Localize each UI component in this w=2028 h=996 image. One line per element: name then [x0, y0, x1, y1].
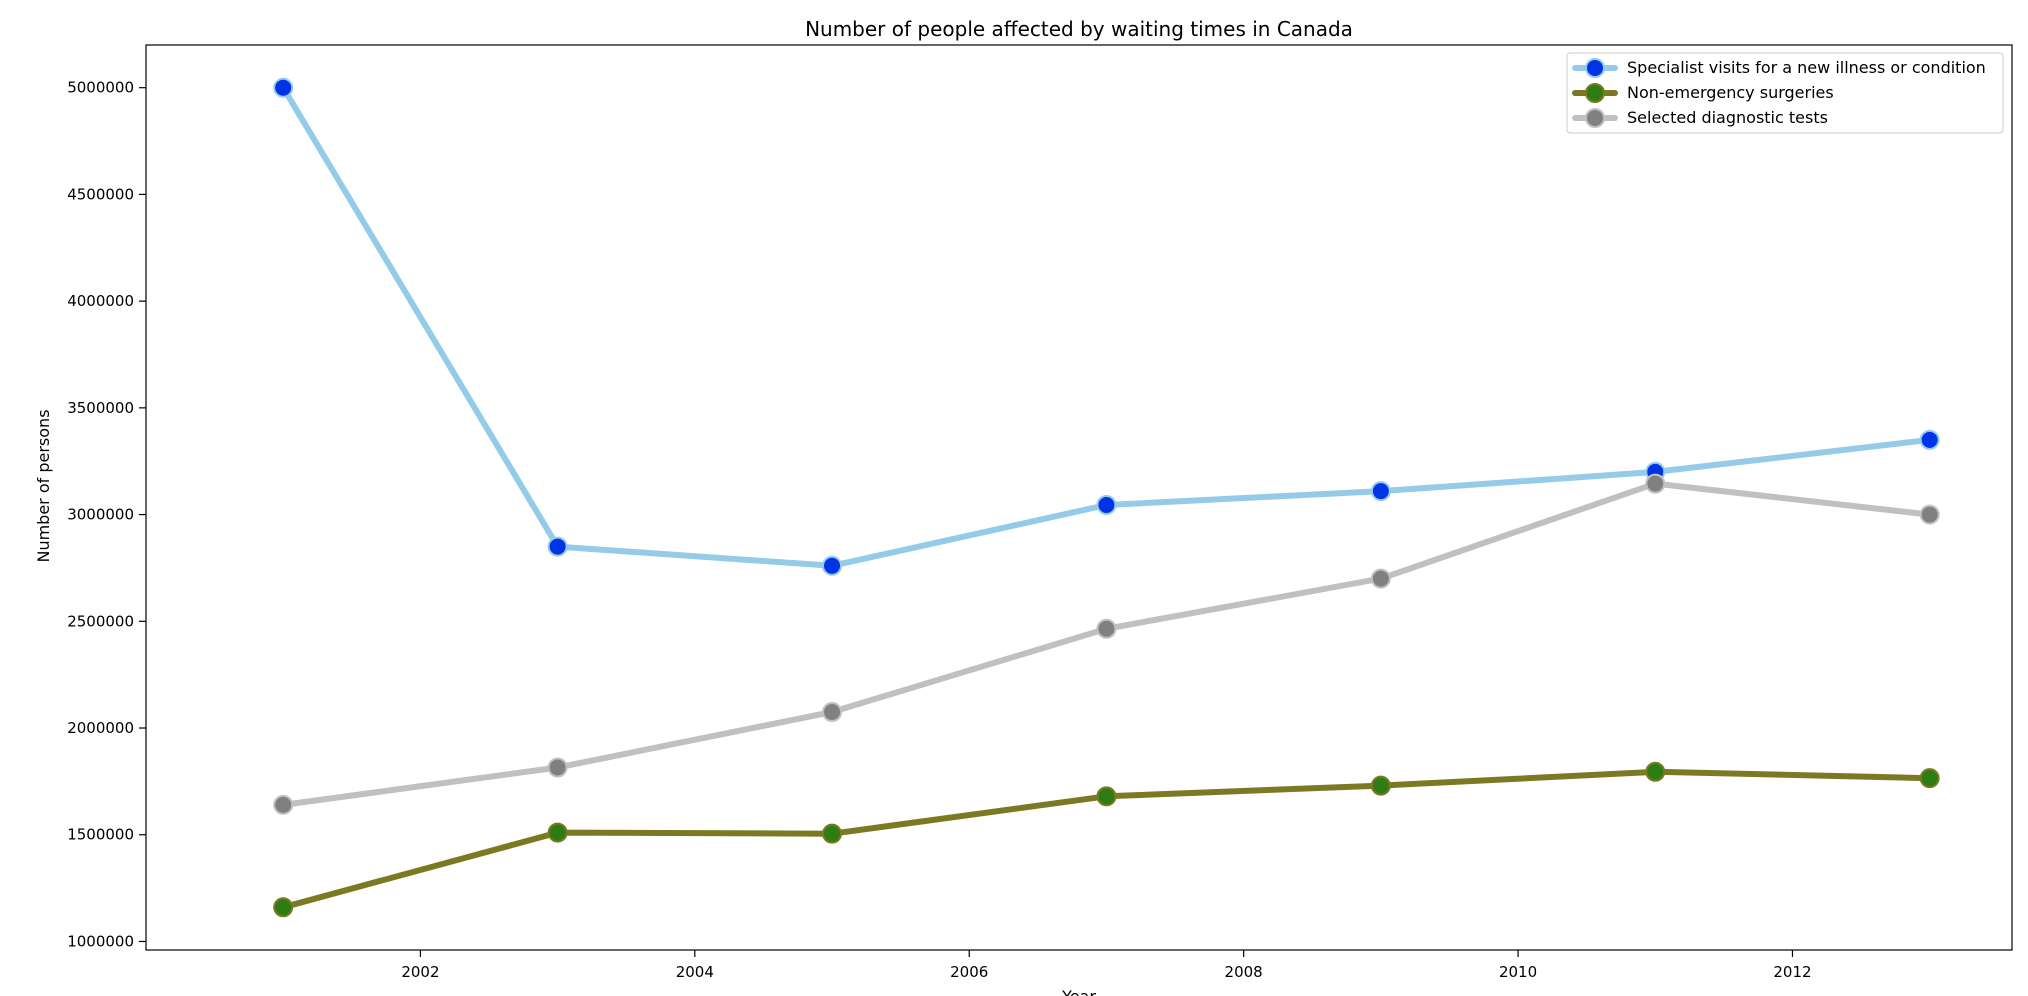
- series-2-point-3: [1096, 618, 1117, 639]
- series-0-point-3: [1096, 494, 1117, 515]
- series-1-point-1: [547, 822, 568, 843]
- series-0-point-1: [547, 536, 568, 557]
- series-1-point-2: [822, 823, 843, 844]
- series-2-point-4: [1370, 568, 1391, 589]
- x-tick-label-5: 2012: [1773, 963, 1811, 981]
- series-2-point-5: [1645, 473, 1666, 494]
- series-1-point-4: [1370, 775, 1391, 796]
- y-tick-label-7: 4500000: [67, 185, 134, 203]
- series-1-point-5: [1645, 761, 1666, 782]
- series-2-point-0: [273, 794, 294, 815]
- plot-frame: [145, 44, 2013, 951]
- y-tick-label-8: 5000000: [67, 79, 134, 97]
- y-tick-label-3: 2500000: [67, 612, 134, 630]
- x-axis-title: Year: [1061, 987, 1096, 996]
- series-0-point-6: [1919, 429, 1940, 450]
- legend-label-2: Selected diagnostic tests: [1627, 108, 1828, 127]
- y-tick-label-4: 3000000: [67, 506, 134, 524]
- plot-area: 1000000 1500000 2000000 2500000 3000000 35000…: [67, 44, 2013, 981]
- series-0-point-4: [1370, 481, 1391, 502]
- series-0-line: [280, 84, 1933, 569]
- series-1-point-0: [273, 897, 294, 918]
- series-1-point-6: [1919, 768, 1940, 789]
- legend-label-0: Specialist visits for a new illness or c…: [1627, 58, 1986, 77]
- series-2-point-2: [822, 702, 843, 723]
- legend-label-1: Non-emergency surgeries: [1627, 83, 1834, 102]
- series-2-point-1: [547, 757, 568, 778]
- series-0-point-2: [822, 555, 843, 576]
- chart-title: Number of people affected by waiting tim…: [805, 17, 1353, 41]
- series-0-point-0: [273, 77, 294, 98]
- series-2-point-6: [1919, 504, 1940, 525]
- x-tick-label-1: 2004: [676, 963, 714, 981]
- y-tick-label-6: 4000000: [67, 292, 134, 310]
- x-tick-label-4: 2010: [1499, 963, 1537, 981]
- x-tick-label-2: 2006: [950, 963, 988, 981]
- legend-marker-2: [1585, 108, 1605, 128]
- legend-marker-0: [1585, 58, 1605, 78]
- series-2-line: [280, 480, 1933, 808]
- series-1-point-3: [1096, 786, 1117, 807]
- legend-box: [1566, 52, 2004, 134]
- y-tick-label-2: 2000000: [67, 719, 134, 737]
- y-axis-title: Number of persons: [34, 409, 53, 562]
- legend-marker-1: [1585, 83, 1605, 103]
- y-tick-label-1: 1500000: [67, 826, 134, 844]
- x-tick-label-0: 2002: [401, 963, 439, 981]
- x-tick-label-3: 2008: [1225, 963, 1263, 981]
- legend: Specialist visits for a new illness or c…: [1566, 52, 2004, 134]
- y-tick-label-5: 3500000: [67, 399, 134, 417]
- y-tick-label-0: 1000000: [67, 932, 134, 950]
